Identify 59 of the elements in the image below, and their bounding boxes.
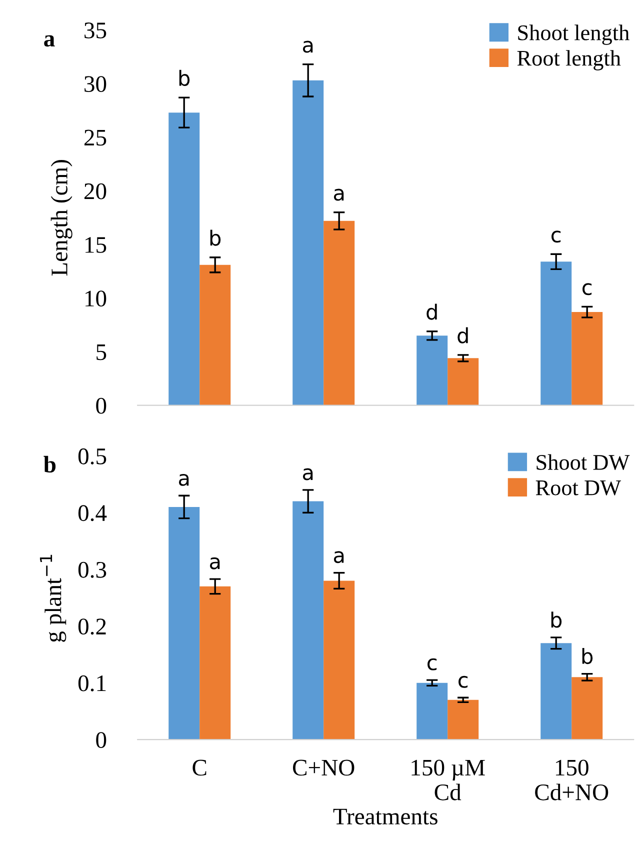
bar [572,677,603,740]
bar [168,112,200,406]
legend-label: Root length [517,50,621,70]
bar [324,580,355,740]
data-label: c [582,283,592,296]
bar [324,220,355,406]
y-tick-label: 0 [96,398,106,414]
y-tick-label: 15 [86,237,106,253]
x-tick-label: 150 µM Cd [412,760,485,800]
bar [416,336,448,406]
bar [200,264,231,406]
y-tick-label: 30 [84,76,106,92]
y-tick-label: 5 [96,344,106,360]
bar [540,643,572,740]
x-tick-label: 150 Cd+NO [535,760,608,800]
y-tick-label: 25 [84,130,106,146]
x-tick-label: C+NO [292,760,354,776]
bar [168,506,200,740]
data-label: c [428,658,437,670]
data-label: b [210,230,221,246]
data-label: b [551,612,562,628]
bar [200,586,231,740]
y-tick-label: 20 [84,183,106,200]
data-label: c [458,676,468,688]
data-label: d [458,327,468,344]
y-tick-label: 0.1 [78,675,106,692]
y-axis-title: Length (cm) [50,160,72,276]
y-tick-label: 0 [96,732,106,748]
legend-label: Root DW [536,480,621,496]
y-tick-label: 0.3 [78,562,106,578]
x-tick-label: C [192,760,206,776]
data-label: a [302,468,313,480]
y-tick-label: 35 [84,22,106,38]
data-label: a [334,551,344,564]
y-tick-label: 0.4 [78,505,107,522]
data-label: b [582,648,593,664]
chart-title: a [44,35,55,47]
bar [448,358,479,406]
y-tick-label: 0.5 [78,448,106,464]
data-label: a [302,40,313,53]
legend-label: Shoot DW [536,454,630,470]
y-tick-label: 10 [86,290,106,307]
data-label: a [178,474,189,486]
data-label: a [334,188,344,201]
data-label: d [426,304,437,320]
x-axis-title: Treatments [333,808,438,825]
chart-title: b [44,456,56,473]
data-label: c [552,230,561,243]
y-tick-label: 0.2 [78,618,106,635]
bar [292,80,324,406]
legend-label: Shoot length [518,24,630,45]
bar [416,682,448,740]
bar [572,312,603,406]
data-label: b [179,70,190,86]
bar [292,501,324,740]
bar [540,262,572,406]
bar [448,700,479,740]
y-axis-title: g plant$^{−1}$ [40,554,66,642]
data-label: a [210,557,220,570]
